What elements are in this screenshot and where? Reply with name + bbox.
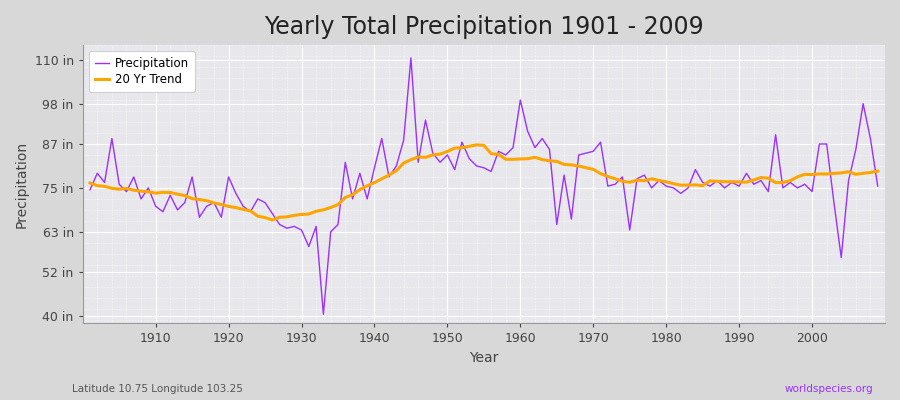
Line: 20 Yr Trend: 20 Yr Trend [90,145,878,220]
20 Yr Trend [355,187,365,192]
20 Yr Trend [617,179,628,184]
Text: worldspecies.org: worldspecies.org [785,384,873,394]
20 Yr Trend [472,142,482,147]
20 Yr Trend [267,218,278,222]
20 Yr Trend [529,155,540,160]
X-axis label: Year: Year [469,351,499,365]
Line: Precipitation: Precipitation [90,58,878,314]
Precipitation [872,184,883,188]
Precipitation [318,312,328,317]
Precipitation [303,244,314,249]
20 Yr Trend [872,169,883,174]
Text: Latitude 10.75 Longitude 103.25: Latitude 10.75 Longitude 103.25 [72,384,243,394]
Precipitation [355,171,365,176]
Y-axis label: Precipitation: Precipitation [15,141,29,228]
Legend: Precipitation, 20 Yr Trend: Precipitation, 20 Yr Trend [88,51,194,92]
20 Yr Trend [143,189,154,194]
Precipitation [522,129,533,134]
20 Yr Trend [85,180,95,185]
Precipitation [143,186,154,190]
Title: Yearly Total Precipitation 1901 - 2009: Yearly Total Precipitation 1901 - 2009 [264,15,704,39]
20 Yr Trend [522,156,533,161]
Precipitation [85,187,95,192]
20 Yr Trend [310,209,321,214]
Precipitation [617,174,628,179]
Precipitation [529,145,540,150]
Precipitation [406,56,417,60]
